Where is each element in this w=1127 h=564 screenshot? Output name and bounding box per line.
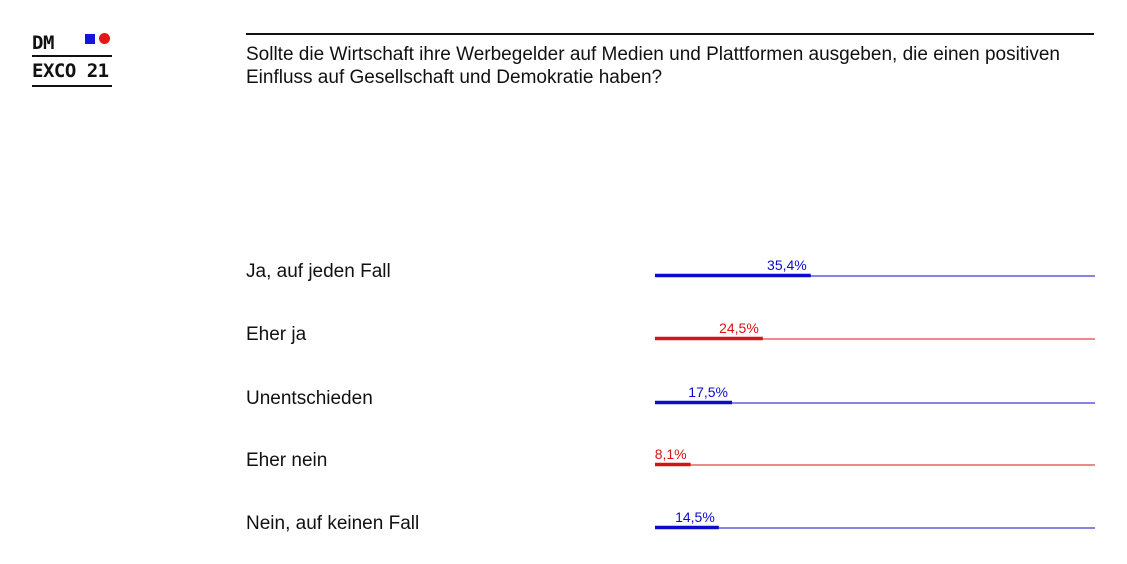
header-rule <box>246 33 1094 35</box>
value-label: 14,5% <box>675 509 715 525</box>
value-label: 24,5% <box>719 320 759 336</box>
logo-dot-icon <box>99 33 110 44</box>
value-label: 17,5% <box>688 384 728 400</box>
value-label: 35,4% <box>767 257 807 273</box>
logo-dm-text: DM <box>32 32 54 54</box>
category-label: Eher ja <box>246 324 307 345</box>
category-label: Eher nein <box>246 450 327 471</box>
category-label: Nein, auf keinen Fall <box>246 513 419 534</box>
value-label: 8,1% <box>655 446 687 462</box>
logo-square-icon <box>85 34 95 44</box>
category-label: Ja, auf jeden Fall <box>246 261 391 282</box>
category-label: Unentschieden <box>246 388 373 409</box>
chart-title: Sollte die Wirtschaft ihre Werbegelder a… <box>246 44 1060 88</box>
logo: DM EXCO 21 <box>32 30 112 87</box>
logo-top-row: DM <box>32 30 112 54</box>
logo-exco-text: EXCO 21 <box>32 60 109 82</box>
logo-divider <box>32 55 112 57</box>
logo-underline <box>32 85 112 87</box>
